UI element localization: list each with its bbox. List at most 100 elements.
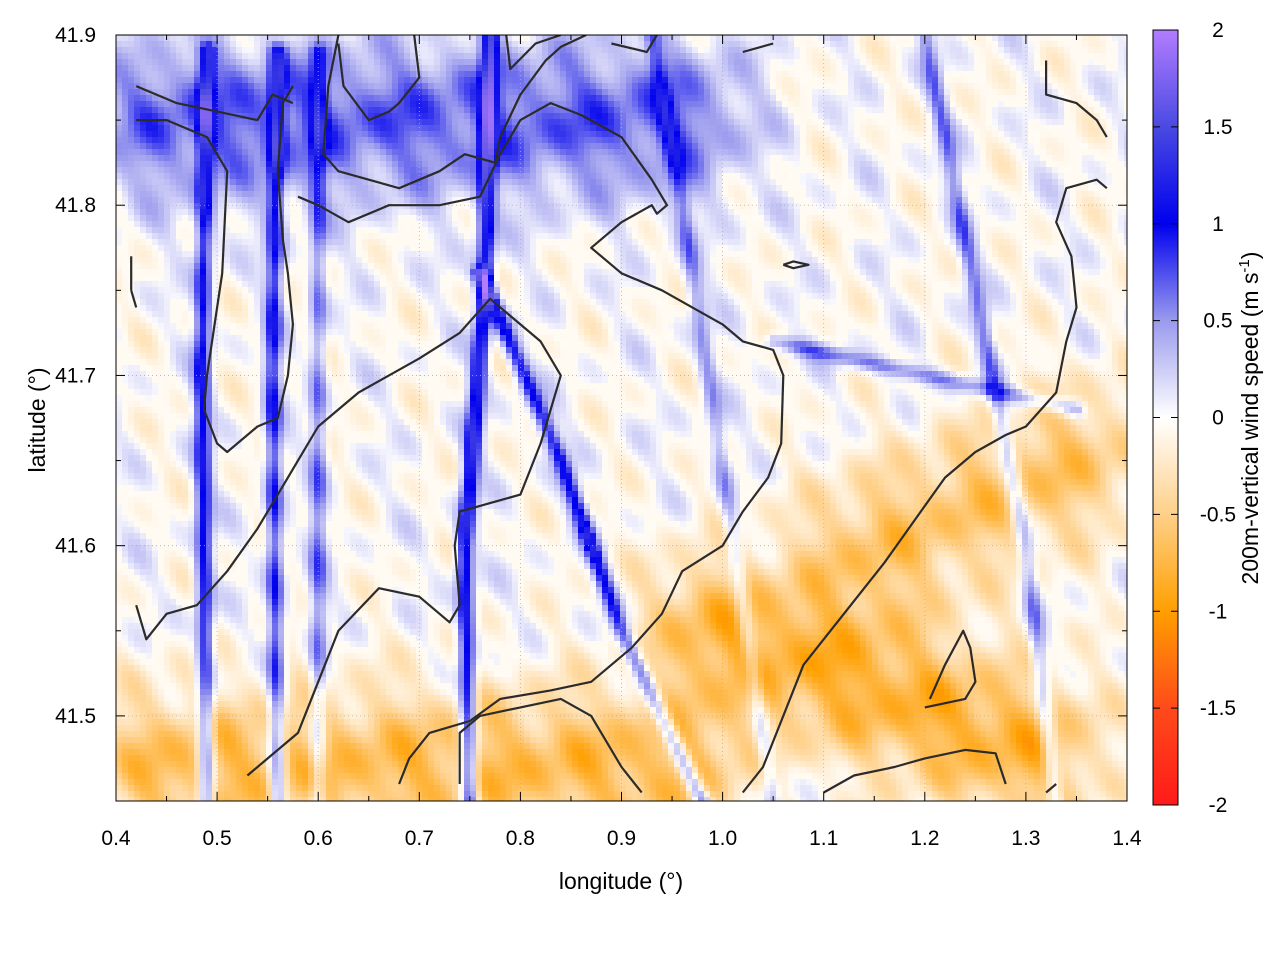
heatmap-cell xyxy=(530,125,536,131)
heatmap-cell xyxy=(188,131,194,137)
heatmap-cell xyxy=(512,77,518,83)
heatmap-cell xyxy=(776,197,782,203)
heatmap-cell xyxy=(830,101,836,107)
heatmap-cell xyxy=(854,89,860,95)
heatmap-cell xyxy=(650,149,656,155)
heatmap-cell xyxy=(596,113,602,119)
heatmap-cell xyxy=(764,107,770,113)
heatmap-cell xyxy=(998,71,1004,77)
heatmap-cell xyxy=(374,71,380,77)
heatmap-cell xyxy=(278,101,284,107)
heatmap-cell xyxy=(212,215,218,221)
heatmap-cell xyxy=(392,95,398,101)
heatmap-cell xyxy=(902,71,908,77)
heatmap-cell xyxy=(524,119,530,125)
heatmap-cell xyxy=(176,119,182,125)
heatmap-cell xyxy=(944,35,950,41)
heatmap-cell xyxy=(464,83,470,89)
heatmap-cell xyxy=(140,179,146,185)
heatmap-cell xyxy=(1028,41,1034,47)
heatmap-cell xyxy=(1082,131,1088,137)
heatmap-cell xyxy=(662,179,668,185)
heatmap-cell xyxy=(992,113,998,119)
heatmap-cell xyxy=(1106,95,1112,101)
heatmap-cell xyxy=(122,107,128,113)
heatmap-cell xyxy=(1010,191,1016,197)
heatmap-cell xyxy=(866,215,872,221)
heatmap-cell xyxy=(1040,137,1046,143)
heatmap-cell xyxy=(1106,221,1112,227)
heatmap-cell xyxy=(788,131,794,137)
heatmap-cell xyxy=(1034,209,1040,215)
heatmap-cell xyxy=(764,53,770,59)
heatmap-cell xyxy=(242,71,248,77)
heatmap-cell xyxy=(1010,125,1016,131)
heatmap-cell xyxy=(668,101,674,107)
heatmap-cell xyxy=(812,155,818,161)
heatmap-cell xyxy=(1004,35,1010,41)
heatmap-cell xyxy=(386,59,392,65)
heatmap-cell xyxy=(740,185,746,191)
heatmap-cell xyxy=(476,137,482,143)
heatmap-cell xyxy=(944,215,950,221)
heatmap-cell xyxy=(200,101,206,107)
heatmap-cell xyxy=(140,41,146,47)
heatmap-cell xyxy=(614,59,620,65)
heatmap-cell xyxy=(998,113,1004,119)
heatmap-cell xyxy=(716,113,722,119)
heatmap-cell xyxy=(158,167,164,173)
heatmap-cell xyxy=(818,101,824,107)
heatmap-cell xyxy=(134,71,140,77)
heatmap-cell xyxy=(698,35,704,41)
heatmap-cell xyxy=(1124,173,1127,179)
heatmap-cell xyxy=(500,203,506,209)
heatmap-cell xyxy=(296,35,302,41)
heatmap-cell xyxy=(290,113,296,119)
heatmap-cell xyxy=(1088,119,1094,125)
heatmap-cell xyxy=(500,47,506,53)
heatmap-cell xyxy=(818,131,824,137)
heatmap-cell xyxy=(1052,113,1058,119)
heatmap-cell xyxy=(680,143,686,149)
heatmap-cell xyxy=(254,137,260,143)
heatmap-cell xyxy=(758,47,764,53)
heatmap-cell xyxy=(890,59,896,65)
heatmap-cell xyxy=(188,203,194,209)
heatmap-cell xyxy=(680,131,686,137)
heatmap-cell xyxy=(374,101,380,107)
heatmap-cell xyxy=(632,185,638,191)
heatmap-cell xyxy=(884,197,890,203)
heatmap-cell xyxy=(836,95,842,101)
heatmap-cell xyxy=(620,149,626,155)
heatmap-cell xyxy=(608,221,614,227)
heatmap-cell xyxy=(524,89,530,95)
heatmap-cell xyxy=(314,197,320,203)
heatmap-cell xyxy=(566,77,572,83)
heatmap-cell xyxy=(656,53,662,59)
heatmap-cell xyxy=(638,113,644,119)
heatmap-cell xyxy=(380,47,386,53)
heatmap-cell xyxy=(578,53,584,59)
heatmap-cell xyxy=(806,173,812,179)
heatmap-cell xyxy=(740,47,746,53)
heatmap-cell xyxy=(650,185,656,191)
heatmap-cell xyxy=(800,119,806,125)
heatmap-cell xyxy=(572,137,578,143)
heatmap-cell xyxy=(386,137,392,143)
heatmap-cell xyxy=(338,191,344,197)
heatmap-cell xyxy=(614,119,620,125)
heatmap-cell xyxy=(134,203,140,209)
heatmap-cell xyxy=(668,125,674,131)
heatmap-cell xyxy=(1124,35,1127,41)
heatmap-cell xyxy=(896,89,902,95)
heatmap-cell xyxy=(518,167,524,173)
heatmap-cell xyxy=(590,143,596,149)
heatmap-cell xyxy=(1022,41,1028,47)
heatmap-cell xyxy=(206,101,212,107)
heatmap-cell xyxy=(926,161,932,167)
heatmap-cell xyxy=(620,89,626,95)
heatmap-cell xyxy=(968,101,974,107)
heatmap-cell xyxy=(944,155,950,161)
heatmap-cell xyxy=(530,221,536,227)
heatmap-cell xyxy=(434,215,440,221)
